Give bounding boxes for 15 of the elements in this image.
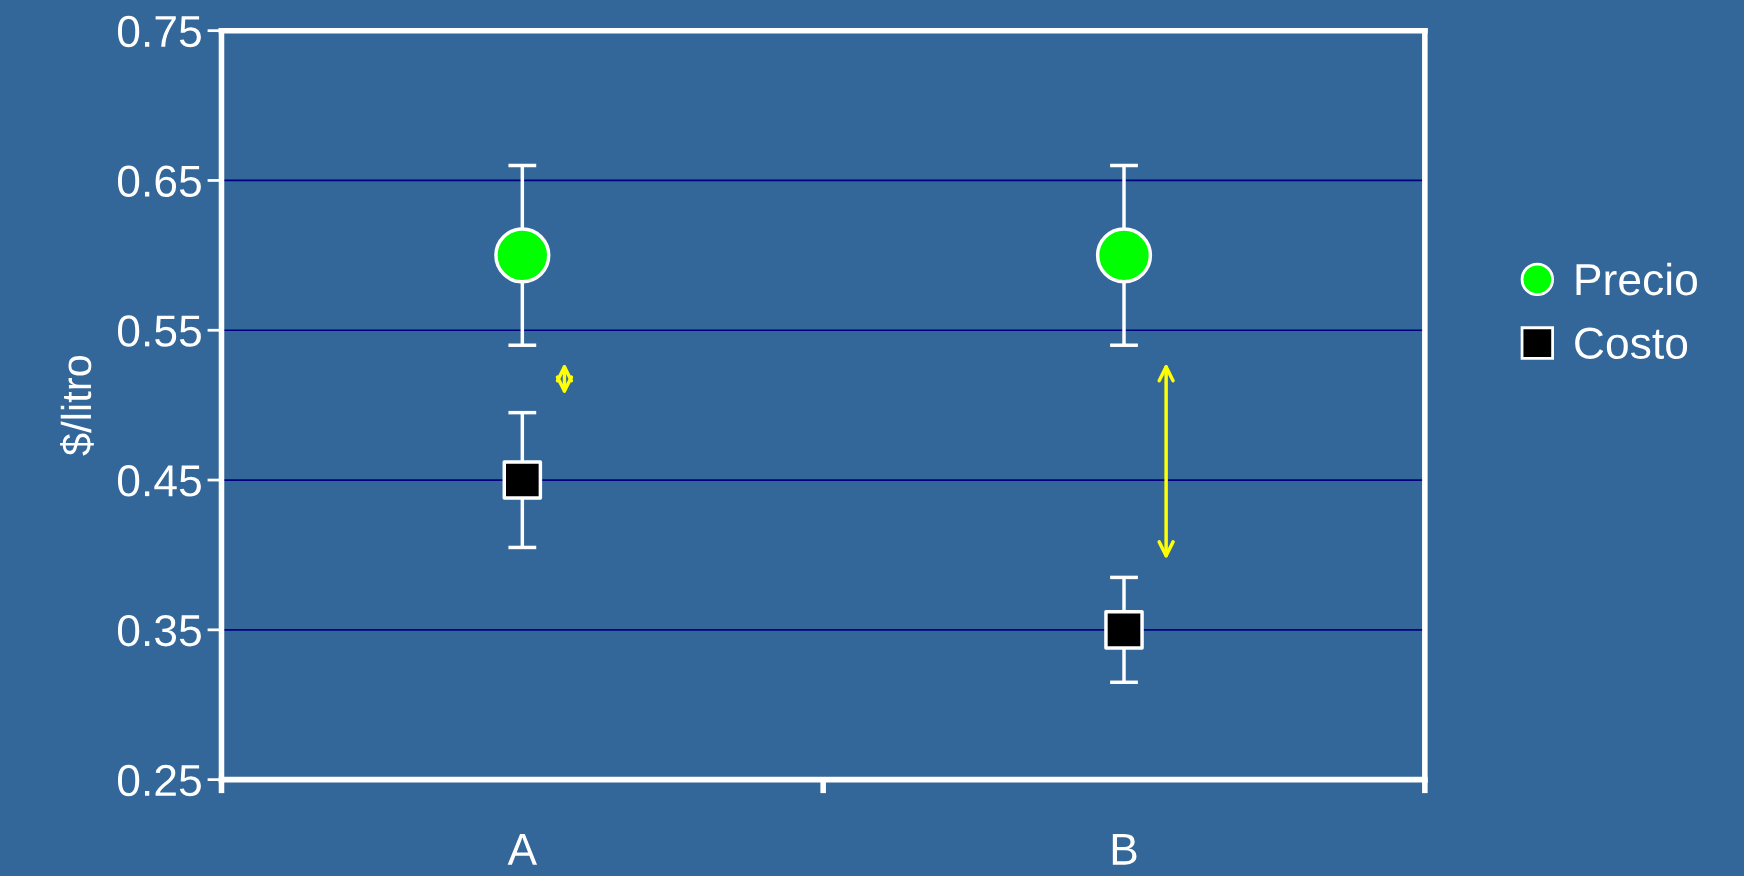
y-tick-label: 0.55 bbox=[117, 315, 201, 347]
legend-label: Costo bbox=[1575, 327, 1688, 360]
point bbox=[1095, 227, 1153, 284]
y-tick-label: 0.25 bbox=[117, 764, 201, 797]
point bbox=[494, 227, 551, 284]
legend-label: Precio bbox=[1576, 262, 1697, 296]
y-tick-label: 0.35 bbox=[117, 614, 201, 647]
y-tick-label: 0.45 bbox=[117, 465, 201, 497]
y-tick-label: 0.75 bbox=[117, 15, 201, 48]
y-axis-title: $/litro bbox=[60, 355, 94, 456]
point bbox=[1104, 610, 1144, 650]
y-tick-label: 0.65 bbox=[117, 165, 201, 197]
x-tick-label: B bbox=[1112, 834, 1137, 865]
x-tick-label: A bbox=[507, 834, 538, 865]
point bbox=[502, 460, 543, 500]
